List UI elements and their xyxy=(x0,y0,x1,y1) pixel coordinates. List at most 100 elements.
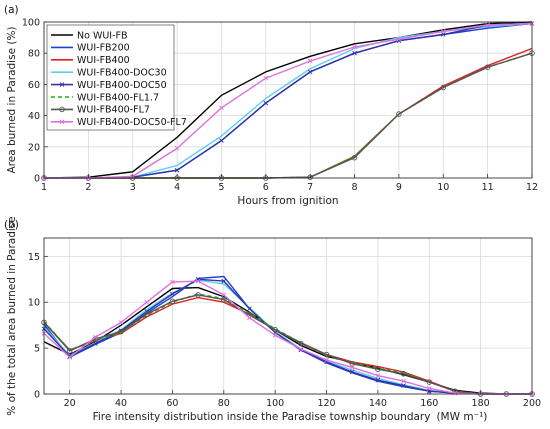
x-tick-label: 2 xyxy=(85,182,91,193)
data-point-wui-fb400-fl7 xyxy=(169,298,176,305)
data-point-wui-fb400-doc50-fl7 xyxy=(307,58,313,64)
series-line-wui-fb400 xyxy=(43,296,532,395)
y-tick-label: 100 xyxy=(22,18,40,29)
data-point-wui-fb400-doc50-fl7 xyxy=(67,354,73,360)
y-tick-label: 0 xyxy=(34,174,40,185)
data-point-wui-fb400-doc50-fl7 xyxy=(195,278,201,284)
data-point-wui-fb400-fl7 xyxy=(195,292,201,298)
panel-b-ylabel: % of the total area burned in Paradise xyxy=(6,216,18,415)
series-line-no-wui-fb xyxy=(43,21,533,179)
data-point-wui-fb400-fl7 xyxy=(143,311,150,317)
data-point-wui-fb400-doc50-fl7 xyxy=(170,279,175,285)
data-point-wui-fb400-doc50-fl7 xyxy=(263,75,269,81)
panel-b-ticks: 20 40 60 80 100 120 140 160 180 200 0 5 10 15 xyxy=(28,252,541,409)
legend-label-wui-fb400-fl7: WUI-FB400-FL7 xyxy=(77,105,150,116)
panel-b-label: (b) xyxy=(4,219,19,231)
data-point-wui-fb400-doc50-fl7 xyxy=(174,146,180,151)
x-tick-label: 160 xyxy=(420,398,438,409)
data-point-wui-fb400-fl7 xyxy=(349,360,355,367)
y-tick-label: 20 xyxy=(28,142,40,153)
x-tick-label: 60 xyxy=(166,398,178,409)
data-point-wui-fb400-doc50-fl7 xyxy=(426,386,432,391)
data-point-wui-fb400-fl7 xyxy=(440,84,447,91)
data-point-wui-fb400-fl7 xyxy=(426,379,433,385)
x-tick-label: 40 xyxy=(115,398,127,409)
data-point-wui-fb400-doc50 xyxy=(263,100,269,106)
series-line-wui-fb400-doc50-fl7 xyxy=(44,22,533,179)
panel-a-xlabel: Hours from ignition xyxy=(237,195,338,207)
y-tick-label: 40 xyxy=(28,111,40,122)
panel-a-ylabel: Area burned in Paradise (%) xyxy=(6,26,18,173)
x-tick-label: 9 xyxy=(396,182,402,193)
data-point-wui-fb400-fl7 xyxy=(484,64,491,70)
panel-b-xlabel-text: Fire intensity distribution inside the P… xyxy=(93,411,431,423)
x-tick-label: 8 xyxy=(352,182,358,193)
x-tick-label: 3 xyxy=(130,182,136,193)
data-point-wui-fb400-doc50-fl7 xyxy=(440,29,446,34)
panel-b-xlabel: Fire intensity distribution inside the P… xyxy=(93,411,488,423)
data-point-wui-fb400-doc50-fl7 xyxy=(221,292,227,298)
data-point-wui-fb400-fl7 xyxy=(66,348,73,354)
legend-label-wui-fb200: WUI-FB200 xyxy=(77,43,130,54)
data-point-wui-fb400-doc50 xyxy=(93,341,98,346)
series-line-wui-fb400-fl7 xyxy=(43,294,532,395)
data-point-wui-fb400-doc50-fl7 xyxy=(298,346,304,352)
data-point-wui-fb400-doc50-fl7 xyxy=(144,299,150,305)
data-point-wui-fb400-doc50-fl7 xyxy=(349,365,355,370)
data-point-wui-fb400-doc50 xyxy=(401,383,406,389)
x-tick-label: 80 xyxy=(218,398,230,409)
y-tick-label: 0 xyxy=(34,390,40,401)
panel-b-series xyxy=(41,275,535,397)
legend-label-wui-fb400-fl1-7: WUI-FB400-FL1.7 xyxy=(77,92,159,103)
data-point-wui-fb400-fl7 xyxy=(375,366,381,372)
x-tick-label: 200 xyxy=(523,398,541,409)
x-tick-label: 120 xyxy=(317,398,335,409)
panel-b-grid xyxy=(44,238,533,395)
legend-box xyxy=(46,24,175,131)
panel-b-frame xyxy=(43,237,533,395)
x-tick-label: 20 xyxy=(64,398,76,409)
data-point-wui-fb400-doc50 xyxy=(352,50,357,56)
data-point-wui-fb400-doc50-fl7 xyxy=(485,22,490,28)
legend-label-no-wui-fb: No WUI-FB xyxy=(77,30,128,41)
legend-label-wui-fb400-doc50: WUI-FB400-DOC50 xyxy=(77,80,167,91)
legend-marker-wui-fb400-fl7 xyxy=(59,106,65,113)
x-tick-label: 11 xyxy=(482,182,494,193)
data-point-wui-fb400-doc50 xyxy=(219,138,224,143)
legend-label-wui-fb400-doc30: WUI-FB400-DOC30 xyxy=(77,68,167,79)
legend-marker-wui-fb400-doc50-fl7 xyxy=(59,119,65,125)
x-tick-label: 5 xyxy=(218,182,224,193)
x-tick-label: 7 xyxy=(307,182,313,193)
data-point-wui-fb400-fl7 xyxy=(221,296,227,303)
data-point-wui-fb400-doc50-fl7 xyxy=(93,334,98,340)
data-point-wui-fb400-doc50-fl7 xyxy=(118,320,124,325)
panel-a-label: (a) xyxy=(4,4,19,16)
x-tick-label: 12 xyxy=(526,182,538,193)
data-point-wui-fb400-fl7 xyxy=(396,111,402,117)
y-tick-label: 80 xyxy=(28,49,40,60)
data-point-wui-fb400-doc50 xyxy=(307,69,313,75)
data-point-wui-fb400-doc50 xyxy=(375,377,381,383)
data-point-wui-fb400-doc50 xyxy=(174,167,180,173)
x-tick-label: 4 xyxy=(174,182,180,193)
data-point-wui-fb400-fl7 xyxy=(118,328,124,335)
data-point-wui-fb400-fl7 xyxy=(323,351,330,358)
x-tick-label: 1 xyxy=(41,182,47,193)
x-tick-label: 180 xyxy=(472,398,490,409)
data-point-wui-fb400-doc50-fl7 xyxy=(401,378,406,384)
data-point-wui-fb400-doc50 xyxy=(349,369,355,375)
data-point-wui-fb400-fl7 xyxy=(400,371,407,377)
legend-label-wui-fb400: WUI-FB400 xyxy=(77,55,130,66)
data-point-wui-fb400-doc50 xyxy=(170,291,175,297)
x-tick-label: 140 xyxy=(369,398,387,409)
y-tick-label: 5 xyxy=(34,344,40,355)
panel-b-xunit: (MW m⁻¹) xyxy=(436,411,487,423)
data-point-wui-fb400-doc50-fl7 xyxy=(375,373,381,378)
series-line-wui-fb400-fl1-7 xyxy=(43,293,532,395)
y-tick-label: 15 xyxy=(28,252,40,263)
panel-a-frame xyxy=(43,21,533,179)
